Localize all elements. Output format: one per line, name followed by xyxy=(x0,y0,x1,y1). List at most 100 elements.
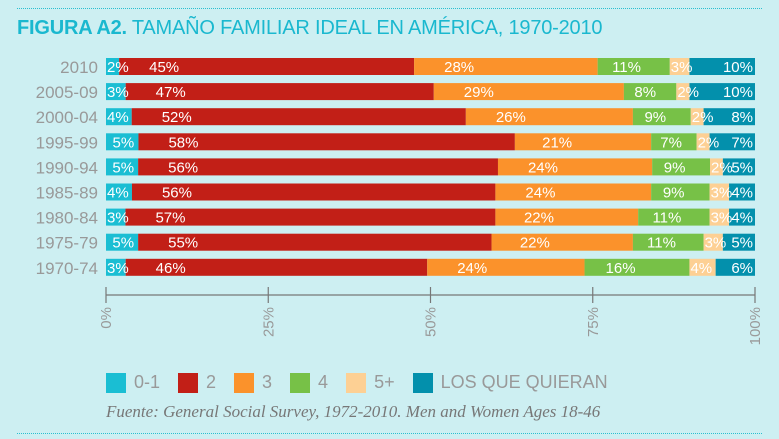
legend-label: 2 xyxy=(206,372,217,392)
data-label: 24% xyxy=(457,260,487,277)
x-tick-label: 0% xyxy=(98,307,115,329)
row-label: 1980-84 xyxy=(36,209,98,228)
bottom-divider xyxy=(17,433,762,434)
bar-segment xyxy=(689,58,755,75)
data-label: 7% xyxy=(660,134,682,151)
x-tick-label: 50% xyxy=(423,307,440,337)
bar-segment xyxy=(106,183,132,201)
bar-segment xyxy=(729,208,755,226)
bar-segment xyxy=(433,83,624,101)
bar-segment xyxy=(709,208,730,226)
bar-segment xyxy=(709,133,755,151)
bar-segment xyxy=(710,158,723,176)
data-label: 11% xyxy=(652,210,681,227)
bar-segment xyxy=(514,133,652,151)
data-label: 46% xyxy=(156,260,186,277)
row-label: 1985-89 xyxy=(36,184,98,203)
data-label: 4% xyxy=(107,185,129,202)
bar-segment xyxy=(632,108,691,126)
data-label: 5% xyxy=(112,235,134,252)
data-label: 3% xyxy=(107,210,129,227)
data-label: 22% xyxy=(524,210,554,227)
data-label: 3% xyxy=(107,260,129,277)
data-label: 11% xyxy=(612,59,641,76)
data-label: 8% xyxy=(634,84,656,101)
row-label: 1970-74 xyxy=(36,259,98,278)
stacked-bar-chart: 2010 2% 45% 28% 11% 3% 10% 2005-09 3% 47% 29% 8% 2% 1… xyxy=(36,58,764,345)
bar-segment xyxy=(414,58,598,75)
data-label: 5% xyxy=(112,134,134,151)
bar-segment xyxy=(651,183,710,201)
row-label: 2000-04 xyxy=(36,108,98,127)
data-label: 4% xyxy=(731,210,753,227)
legend-item: 2 xyxy=(178,372,216,393)
data-label: 7% xyxy=(731,134,753,151)
x-tick-label: 25% xyxy=(260,307,277,337)
bar-segment xyxy=(722,158,755,176)
data-label: 11% xyxy=(647,235,676,252)
bar-segment xyxy=(722,233,755,251)
bar-segment xyxy=(106,83,126,101)
data-label: 5% xyxy=(731,159,753,176)
bar-segment xyxy=(689,258,716,276)
legend-swatch xyxy=(234,372,255,393)
data-label: 24% xyxy=(525,185,555,202)
bar-segment xyxy=(597,58,670,75)
data-label: 56% xyxy=(168,159,198,176)
bar-segment xyxy=(584,258,690,276)
bar-segment xyxy=(623,83,677,101)
row-label: 1995-99 xyxy=(36,133,98,152)
data-label: 58% xyxy=(168,134,198,151)
data-label: 2% xyxy=(711,159,733,176)
legend-item: LOS QUE QUIERAN xyxy=(412,372,608,393)
data-label: 2% xyxy=(107,59,129,76)
data-label: 28% xyxy=(444,59,474,76)
data-label: 3% xyxy=(711,210,733,227)
bar-segment xyxy=(125,208,496,226)
source-note: Fuente: General Social Survey, 1972-2010… xyxy=(106,402,601,421)
bar-segment xyxy=(131,108,466,126)
bar-segment xyxy=(125,83,434,101)
bar-segment xyxy=(106,158,139,176)
data-label: 3% xyxy=(107,84,129,101)
legend-swatch xyxy=(412,372,433,393)
legend-label: 5+ xyxy=(374,372,395,392)
legend-swatch xyxy=(346,372,367,393)
data-label: 3% xyxy=(671,59,693,76)
data-label: 9% xyxy=(664,159,686,176)
bar-segment xyxy=(106,108,132,126)
bar-segment xyxy=(632,233,704,251)
bar-segment xyxy=(689,83,755,101)
row-label: 1975-79 xyxy=(36,234,98,253)
data-label: 22% xyxy=(520,235,550,252)
bar-segment xyxy=(703,108,755,126)
data-label: 4% xyxy=(690,260,712,277)
bar-segment xyxy=(106,58,120,75)
legend: 0-1 2 3 4 5+ LOS QUE QUIERAN xyxy=(106,372,626,393)
bar-segment xyxy=(106,133,139,151)
row-label: 2005-09 xyxy=(36,83,98,102)
bar-segment xyxy=(106,208,126,226)
figure-title: TAMAÑO FAMILIAR IDEAL EN AMÉRICA, 1970-2… xyxy=(131,17,603,39)
bar-segment xyxy=(495,183,652,201)
legend-swatch xyxy=(178,372,199,393)
row-label: 2010 xyxy=(60,58,98,77)
legend-label: 4 xyxy=(318,372,329,392)
bar-segment xyxy=(676,83,690,101)
data-label: 3% xyxy=(705,235,727,252)
bar-segment xyxy=(138,158,498,176)
data-label: 56% xyxy=(162,185,192,202)
data-label: 47% xyxy=(156,84,186,101)
bar-segment xyxy=(729,183,755,201)
bar-segment xyxy=(497,158,653,176)
bar-segment xyxy=(651,133,697,151)
data-label: 8% xyxy=(731,109,753,126)
bar-segment xyxy=(652,158,711,176)
data-label: 57% xyxy=(155,210,185,227)
bar-segment xyxy=(465,108,633,126)
data-label: 6% xyxy=(731,260,753,277)
bar-segment xyxy=(669,58,690,75)
legend-label: 0-1 xyxy=(134,372,161,392)
data-label: 9% xyxy=(644,109,666,126)
bar-segment xyxy=(106,258,126,276)
